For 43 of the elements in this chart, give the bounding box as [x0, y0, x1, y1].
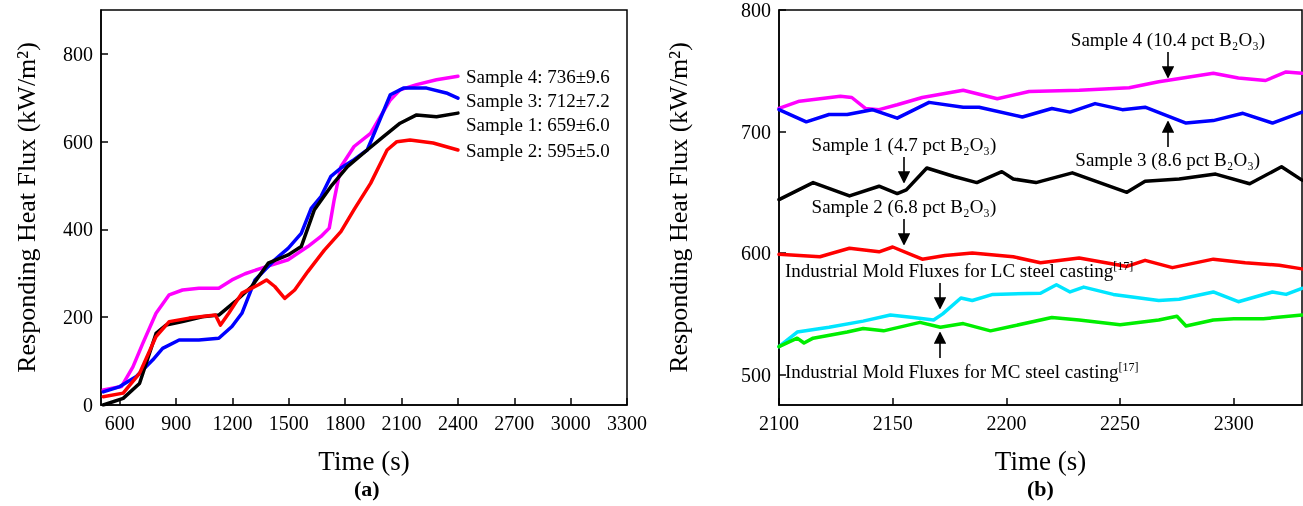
x-tick-label: 1200	[212, 412, 253, 434]
annotation: Industrial Mold Fluxes for LC steel casting$^{[17]}$	[785, 258, 1134, 282]
line-series	[777, 70, 1303, 112]
annotation: Sample 3 (8.6 pct B₂O₃)	[1075, 148, 1261, 170]
annotation: Sample 1 (4.7 pct B₂O₃)	[811, 133, 997, 155]
x-tick-label: 2100	[759, 412, 799, 434]
annotation: Sample 2 (6.8 pct B₂O₃)	[811, 195, 997, 217]
y-tick-label: 500	[741, 363, 771, 386]
text: (a)	[354, 476, 380, 502]
x-tick-label: 1800	[325, 412, 366, 434]
y-tick-label: 600	[63, 130, 93, 153]
y-tick-label: 200	[63, 306, 93, 329]
y-tick-label: 600	[741, 242, 771, 265]
x-tick-label: 2250	[1100, 412, 1141, 434]
y-tick-label: 700	[741, 120, 771, 143]
y-tick-label: 800	[741, 0, 771, 21]
x-axis-title: Time (s)	[318, 445, 410, 476]
x-tick-label: 2400	[437, 412, 478, 434]
x-tick-label: 3000	[550, 412, 591, 434]
x-tick-label: 2150	[872, 412, 913, 434]
line-series	[777, 313, 1303, 349]
annotation: Industrial Mold Fluxes for MC steel casting$^{[17]}$	[785, 360, 1139, 383]
y-tick-label: 400	[63, 218, 93, 241]
x-tick-label: 3300	[607, 412, 647, 434]
text: (b)	[1027, 476, 1054, 502]
x-tick-label: 2300	[1213, 412, 1254, 434]
y-axis-title: Responding Heat Flux (kW/m²)	[663, 42, 693, 373]
x-tick-label: 2700	[494, 412, 535, 434]
x-tick-label: 1500	[268, 412, 309, 434]
annotation: Sample 3: 712±7.2	[465, 89, 610, 111]
y-axis-title: Responding Heat Flux (kW/m²)	[11, 42, 41, 373]
y-tick-label: 800	[63, 42, 93, 65]
y-tick-label: 0	[83, 394, 93, 416]
annotation: Sample 1: 659±6.0	[465, 113, 610, 135]
x-tick-label: 2200	[986, 412, 1027, 434]
x-tick-label: 2100	[381, 412, 422, 434]
line-series	[777, 100, 1303, 125]
x-axis-title: Time (s)	[994, 445, 1087, 476]
annotation: Sample 4: 736±9.6	[465, 65, 610, 87]
annotation: Sample 4 (10.4 pct B₂O₃)	[1070, 29, 1266, 51]
x-tick-label: 900	[161, 412, 192, 434]
x-tick-label: 600	[104, 412, 135, 434]
annotation: Sample 2: 595±5.0	[465, 139, 610, 161]
